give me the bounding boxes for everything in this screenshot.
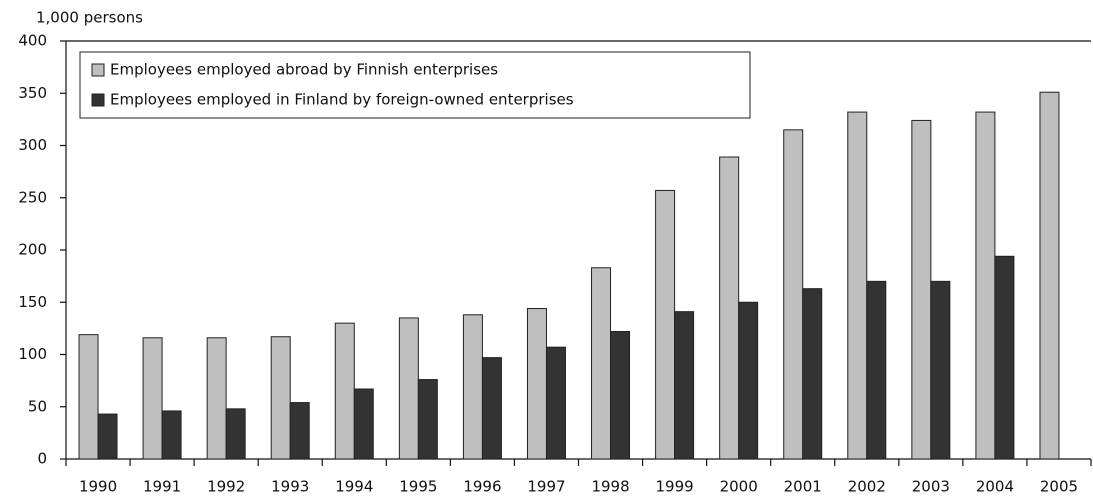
x-tick-label: 2003 (912, 478, 950, 496)
x-tick-label: 1995 (399, 478, 437, 496)
bar (270, 336, 291, 460)
y-axis-label: 1,000 persons (36, 9, 143, 27)
x-tick-label: 1997 (527, 478, 565, 496)
bar (289, 402, 310, 460)
y-tick-label: 250 (18, 188, 47, 206)
bar (526, 308, 547, 460)
bar (802, 288, 823, 460)
bar (975, 111, 996, 460)
bar (783, 129, 804, 460)
bar (161, 410, 182, 460)
bar (334, 322, 355, 460)
bar (225, 408, 246, 460)
bar (866, 280, 887, 460)
bar (142, 337, 163, 460)
bar (738, 301, 759, 460)
y-tick-label: 150 (18, 293, 47, 311)
y-tick-label: 50 (28, 397, 47, 415)
legend-label: Employees employed abroad by Finnish ent… (110, 61, 498, 79)
bar (994, 255, 1015, 460)
x-tick-label: 2002 (848, 478, 886, 496)
bar (417, 379, 438, 460)
bar (1039, 91, 1060, 460)
x-tick-label: 1994 (335, 478, 373, 496)
y-tick-label: 400 (18, 32, 47, 50)
bar (78, 334, 99, 460)
bar (481, 357, 502, 460)
bar (353, 388, 374, 460)
bar (610, 331, 631, 460)
x-tick-label: 2001 (784, 478, 822, 496)
x-tick-label: 1992 (207, 478, 245, 496)
bar (591, 267, 612, 460)
bar (462, 314, 483, 460)
x-tick-label: 2005 (1040, 478, 1078, 496)
bar (847, 111, 868, 460)
legend-swatch (91, 63, 105, 77)
bar (674, 311, 695, 460)
x-tick-label: 1991 (143, 478, 181, 496)
y-tick-label: 350 (18, 84, 47, 102)
y-tick-label: 0 (37, 450, 47, 468)
bar (911, 119, 932, 460)
legend-label: Employees employed in Finland by foreign… (110, 91, 574, 109)
x-tick-label: 1998 (591, 478, 629, 496)
bar (398, 317, 419, 460)
legend-box (79, 51, 751, 119)
bar (97, 413, 118, 460)
x-tick-label: 1996 (463, 478, 501, 496)
x-tick-label: 2000 (720, 478, 758, 496)
y-tick-label: 300 (18, 136, 47, 154)
bar (930, 280, 951, 460)
x-tick-label: 1990 (79, 478, 117, 496)
legend-swatch (91, 93, 105, 107)
bar (719, 156, 740, 460)
bar (545, 346, 566, 460)
bar (206, 337, 227, 460)
y-tick-label: 200 (18, 241, 47, 259)
x-tick-label: 1999 (656, 478, 694, 496)
x-tick-label: 2004 (976, 478, 1014, 496)
bar (655, 189, 676, 460)
x-tick-label: 1993 (271, 478, 309, 496)
y-tick-label: 100 (18, 345, 47, 363)
